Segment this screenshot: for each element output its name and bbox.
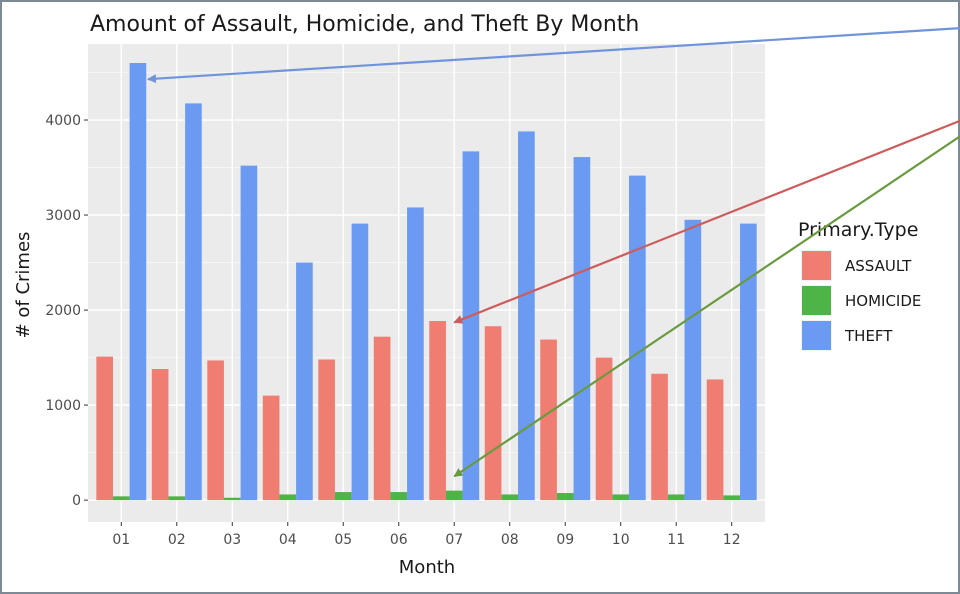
y-tick-label: 2000: [45, 303, 81, 319]
bar-assault-10: [595, 357, 613, 501]
legend-key-theft: [802, 321, 831, 350]
bar-theft-10: [629, 175, 646, 501]
bar-assault-08: [484, 326, 502, 501]
y-tick-label: 4000: [45, 113, 81, 129]
x-tick-label: 12: [723, 532, 741, 548]
bar-assault-12: [706, 379, 724, 501]
annotation-arrow: [453, 135, 960, 478]
x-tick-label: 10: [612, 532, 630, 548]
x-tick-label: 09: [556, 532, 574, 548]
bar-homicide-09: [556, 493, 574, 501]
bar-theft-03: [240, 165, 258, 501]
bar-homicide-02: [168, 496, 186, 501]
annotation-arrow: [453, 119, 960, 324]
x-axis: 01 02 03 04 05 06 07 08 09 10 11 12: [112, 522, 741, 548]
bar-homicide-11: [667, 494, 685, 501]
legend: Primary.Type ASSAULT HOMICIDE THEFT: [798, 219, 921, 351]
legend-key-homicide: [802, 286, 831, 315]
y-axis-title: # of Crimes: [13, 232, 34, 339]
legend-label-assault: ASSAULT: [845, 257, 912, 275]
bar-homicide-03: [223, 497, 241, 501]
bars-layer: [96, 63, 757, 501]
x-tick-label: 01: [112, 532, 130, 548]
x-tick-label: 08: [501, 532, 519, 548]
x-tick-label: 03: [223, 532, 241, 548]
bar-assault-07: [429, 321, 446, 501]
bar-assault-06: [373, 336, 391, 501]
bar-homicide-10: [612, 494, 630, 501]
bar-assault-05: [318, 359, 335, 501]
bar-homicide-07: [445, 490, 463, 501]
bar-theft-01: [129, 63, 147, 501]
bar-assault-09: [540, 339, 557, 501]
bar-theft-04: [296, 262, 313, 501]
legend-key-assault: [802, 251, 831, 280]
y-tick-label: 1000: [45, 398, 81, 414]
bar-theft-09: [573, 157, 591, 501]
x-tick-label: 11: [667, 532, 685, 548]
bar-theft-12: [740, 223, 757, 501]
bar-homicide-08: [501, 494, 519, 501]
bar-theft-06: [407, 207, 424, 501]
y-tick-label: 3000: [45, 208, 81, 224]
bar-homicide-06: [390, 492, 408, 501]
annotation-arrow: [147, 27, 960, 84]
y-axis: 0 1000 2000 3000 4000: [45, 113, 88, 509]
bar-theft-02: [185, 103, 202, 501]
legend-label-homicide: HOMICIDE: [845, 292, 921, 310]
x-tick-label: 06: [390, 532, 408, 548]
bar-homicide-01: [112, 496, 130, 501]
y-tick-label: 0: [72, 493, 81, 509]
legend-title: Primary.Type: [798, 219, 918, 241]
bar-assault-03: [207, 360, 224, 501]
bar-homicide-04: [279, 494, 297, 501]
bar-homicide-05: [334, 492, 352, 501]
legend-label-theft: THEFT: [844, 327, 893, 345]
bar-assault-04: [262, 395, 280, 501]
bar-theft-08: [518, 131, 535, 501]
bar-assault-02: [151, 369, 169, 501]
bar-homicide-12: [723, 495, 741, 501]
x-axis-title: Month: [399, 557, 455, 578]
x-tick-label: 04: [279, 532, 297, 548]
x-tick-label: 02: [168, 532, 186, 548]
x-tick-label: 07: [445, 532, 463, 548]
x-tick-label: 05: [334, 532, 352, 548]
bar-theft-05: [351, 223, 369, 501]
bar-theft-07: [462, 151, 480, 501]
bar-theft-11: [684, 219, 702, 501]
chart-title: Amount of Assault, Homicide, and Theft B…: [90, 12, 639, 37]
bar-assault-01: [96, 356, 113, 501]
annotations-layer: [147, 27, 960, 478]
bar-assault-11: [651, 373, 668, 501]
